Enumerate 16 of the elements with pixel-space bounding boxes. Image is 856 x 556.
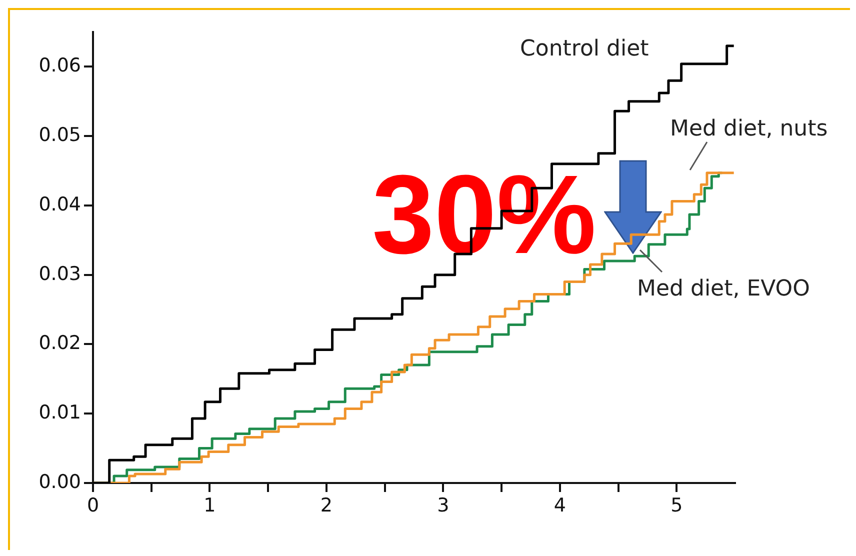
x-tick-label: 3 [437,494,450,516]
x-tick-label: 0 [86,494,100,516]
x-tick-label: 4 [554,494,566,516]
y-tick-label: 0.00 [38,470,81,493]
text: Med diet, nuts [670,116,828,142]
y-tick-label: 0.06 [38,54,81,77]
series-label: Med diet, EVOO [637,276,810,302]
x-tick-label: 2 [320,494,332,516]
y-tick-label: 0.05 [38,124,81,146]
series-label: Control diet [520,36,650,62]
x-tick-label: 1 [204,494,216,516]
y-tick-label: 0.02 [38,332,81,354]
y-tick-label: 0.01 [38,402,81,424]
y-tick-label: 0.04 [38,193,81,216]
y-tick-label: 0.03 [38,262,81,285]
x-tick-label: 5 [670,494,683,516]
